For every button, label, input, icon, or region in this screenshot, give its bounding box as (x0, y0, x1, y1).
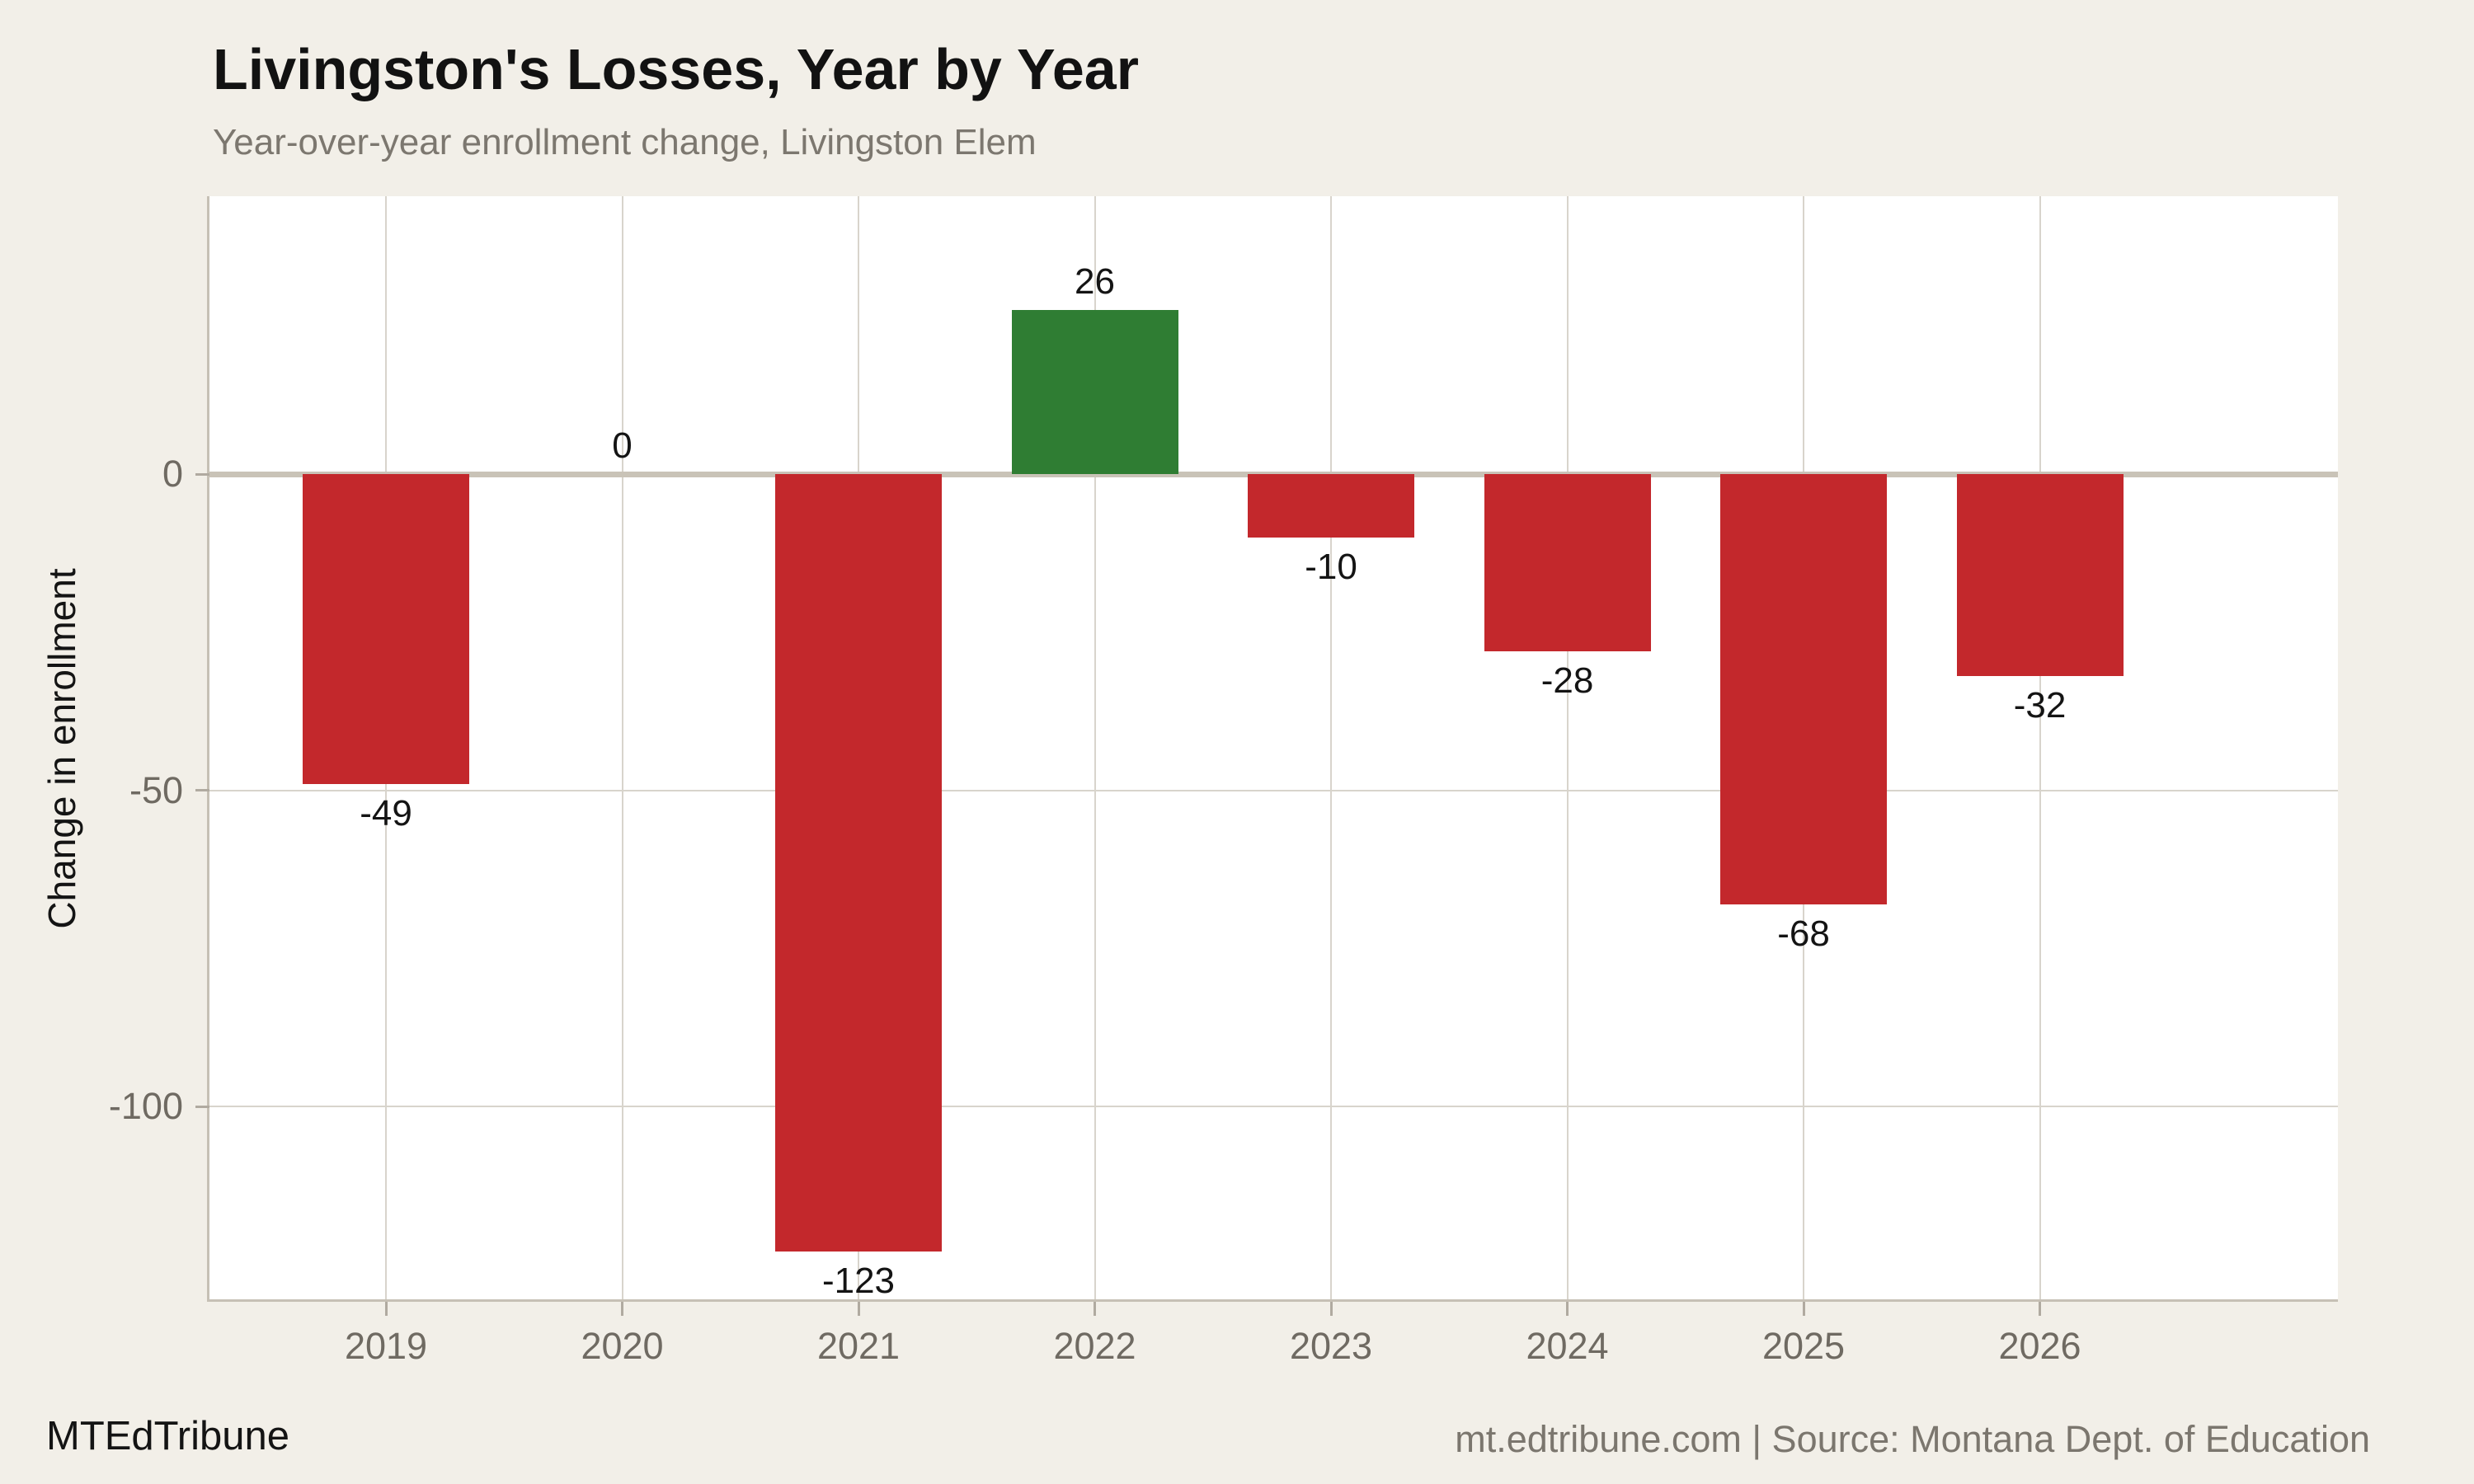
bar-2026 (1956, 474, 2124, 677)
x-tick-2024 (1566, 1302, 1569, 1316)
x-tick-label-2019: 2019 (344, 1325, 428, 1367)
vertical-gridline-2026 (2039, 196, 2041, 1299)
bar-2022 (1011, 309, 1178, 474)
horizontal-gridline--50 (209, 789, 2338, 791)
y-tick--50 (195, 789, 209, 791)
x-tick-label-2021: 2021 (816, 1325, 901, 1367)
value-label-2019: -49 (360, 792, 412, 834)
chart-title: Livingston's Losses, Year by Year (213, 37, 1139, 101)
x-tick-label-2024: 2024 (1526, 1325, 1609, 1367)
x-axis-line (207, 1299, 2338, 1302)
horizontal-gridline--100 (209, 1106, 2338, 1107)
vertical-gridline-2020 (621, 196, 623, 1299)
y-tick-label-0: 0 (162, 453, 183, 495)
vertical-gridline-2022 (1094, 196, 1096, 1299)
vertical-gridline-2023 (1330, 196, 1332, 1299)
x-tick-2020 (621, 1302, 623, 1316)
bar-2021 (775, 474, 942, 1252)
plot-area: -49 0 -123 26 -10 -28 -68 -32 (209, 196, 2338, 1301)
x-tick-label-2022: 2022 (1053, 1325, 1136, 1367)
x-tick-2019 (384, 1302, 388, 1316)
vertical-gridline-2024 (1566, 196, 1569, 1299)
bar-2019 (303, 474, 469, 784)
x-tick-2025 (1802, 1302, 1805, 1316)
value-label-2022: 26 (1075, 261, 1115, 302)
y-tick-label--50: -50 (129, 768, 183, 811)
bar-2025 (1720, 474, 1887, 904)
bar-2023 (1248, 474, 1414, 538)
y-tick--100 (195, 1105, 209, 1108)
brand-text: MTEdTribune (46, 1414, 290, 1458)
x-tick-2021 (857, 1302, 860, 1316)
y-tick-label--100: -100 (108, 1085, 183, 1127)
x-tick-label-2025: 2025 (1761, 1325, 1846, 1367)
value-label-2021: -123 (821, 1261, 896, 1302)
x-tick-2022 (1094, 1302, 1096, 1316)
x-tick-label-2020: 2020 (581, 1325, 664, 1367)
y-axis-title: Change in enrollment (40, 568, 83, 929)
x-tick-label-2023: 2023 (1289, 1325, 1373, 1367)
value-label-2020: 0 (612, 425, 633, 466)
value-label-2025: -68 (1777, 913, 1830, 954)
bar-2024 (1484, 474, 1651, 651)
value-label-2023: -10 (1305, 546, 1357, 587)
x-tick-2023 (1329, 1302, 1333, 1316)
x-tick-label-2026: 2026 (1998, 1325, 2081, 1367)
chart-subtitle: Year-over-year enrollment change, Living… (213, 122, 1037, 162)
y-axis-line (207, 196, 209, 1302)
source-text: mt.edtribune.com | Source: Montana Dept.… (1455, 1418, 2370, 1460)
value-label-2026: -32 (2013, 685, 2067, 726)
y-tick-0 (195, 472, 209, 476)
x-tick-2026 (2039, 1302, 2041, 1316)
value-label-2024: -28 (1540, 660, 1594, 701)
